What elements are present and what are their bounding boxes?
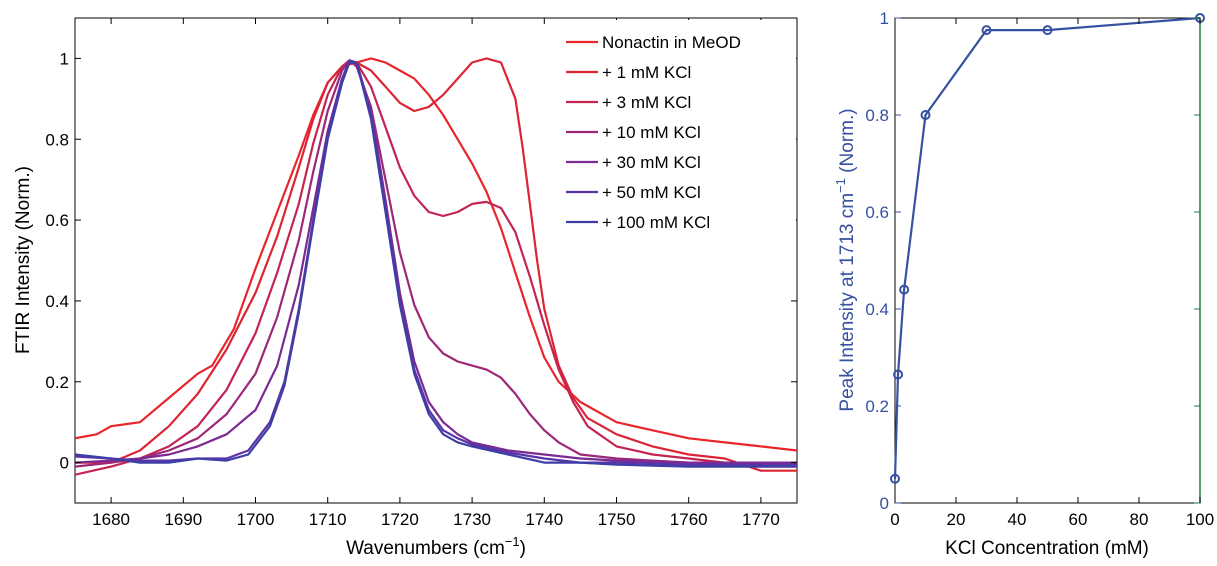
legend-entry-2: + 3 mM KCl: [602, 93, 691, 112]
legend-entry-5: + 50 mM KCl: [602, 183, 701, 202]
right-y-ticks: 0 0.2 0.4 0.6 0.8 1: [865, 9, 1200, 513]
right-y-tick-label: 0.2: [865, 397, 889, 416]
ftir-spectra-chart: 1680 1690 1700 1710 1720 1730 1740 1750 1760 1770…: [13, 17, 798, 559]
left-y-tick-label: 0.8: [45, 130, 69, 149]
left-x-tick-label: 1740: [525, 510, 563, 529]
data-point-marker: [893, 369, 904, 380]
right-x-tick-label: 80: [1130, 510, 1149, 529]
series-line-6: [75, 61, 797, 468]
legend: Nonactin in MeOD + 1 mM KCl + 3 mM KCl + 10…: [560, 20, 796, 232]
data-point-marker: [899, 284, 910, 295]
legend-box: [560, 20, 796, 232]
left-x-axis-label: Wavenumbers (cm−1): [346, 534, 526, 559]
left-y-tick-label: 0.2: [45, 373, 69, 392]
right-x-tick-label: 0: [890, 510, 899, 529]
left-x-ticks: 1680 1690 1700 1710 1720 1730 1740 1750 1760 1770: [92, 18, 780, 529]
legend-entry-6: + 100 mM KCl: [602, 213, 710, 232]
legend-entry-1: + 1 mM KCl: [602, 63, 691, 82]
right-plot-frame: [894, 17, 1201, 504]
right-x-tick-label: 60: [1069, 510, 1088, 529]
right-y-tick-label: 0.4: [865, 300, 889, 319]
left-x-tick-label: 1770: [742, 510, 780, 529]
left-x-tick-label: 1730: [453, 510, 491, 529]
series-line-3: [75, 59, 797, 468]
data-point-marker: [890, 473, 900, 484]
peak-intensity-line: [893, 16, 1201, 479]
right-y-tick-label: 0: [880, 494, 889, 513]
legend-entry-0: Nonactin in MeOD: [602, 33, 741, 52]
data-point-marker: [981, 25, 992, 36]
right-x-tick-label: 40: [1008, 510, 1027, 529]
right-x-tick-label: 20: [947, 510, 966, 529]
left-x-tick-label: 1680: [92, 510, 130, 529]
left-x-tick-label: 1750: [598, 510, 636, 529]
left-y-tick-label: 1: [60, 49, 69, 68]
series-line-1: [75, 57, 797, 472]
left-x-tick-label: 1720: [381, 510, 419, 529]
left-y-tick-label: 0.6: [45, 211, 69, 230]
right-y-tick-label: 0.6: [865, 203, 889, 222]
series-line-2: [75, 59, 797, 476]
legend-entry-3: + 10 mM KCl: [602, 123, 701, 142]
left-y-ticks: 0 0.2 0.4 0.6 0.8 1: [45, 49, 797, 473]
right-y-tick-label: 0.8: [865, 106, 889, 125]
left-x-tick-label: 1710: [309, 510, 347, 529]
right-x-axis-label: KCl Concentration (mM): [945, 538, 1149, 559]
series-line-0: [75, 57, 797, 452]
left-y-tick-label: 0: [60, 454, 69, 473]
right-y-axis-label: Peak Intensity at 1713 cm−1 (Norm.): [833, 108, 858, 411]
right-y-tick-label: 1: [880, 9, 889, 28]
left-x-tick-label: 1690: [164, 510, 202, 529]
left-y-axis-label: FTIR Intensity (Norm.): [13, 166, 34, 354]
right-x-ticks: 0 20 40 60 80 100: [890, 18, 1214, 529]
data-point-marker: [920, 110, 931, 120]
left-series-group: [75, 57, 797, 476]
peak-intensity-chart: 0 20 40 60 80 100 0 0.2 0.4 0.6 0.8 1 KCl Concentr…: [833, 9, 1214, 559]
right-x-tick-label: 100: [1186, 510, 1214, 529]
data-point-marker: [1042, 25, 1053, 36]
legend-entry-4: + 30 mM KCl: [602, 153, 701, 172]
left-y-tick-label: 0.4: [45, 292, 69, 311]
left-x-tick-label: 1700: [237, 510, 275, 529]
left-x-tick-label: 1760: [670, 510, 708, 529]
